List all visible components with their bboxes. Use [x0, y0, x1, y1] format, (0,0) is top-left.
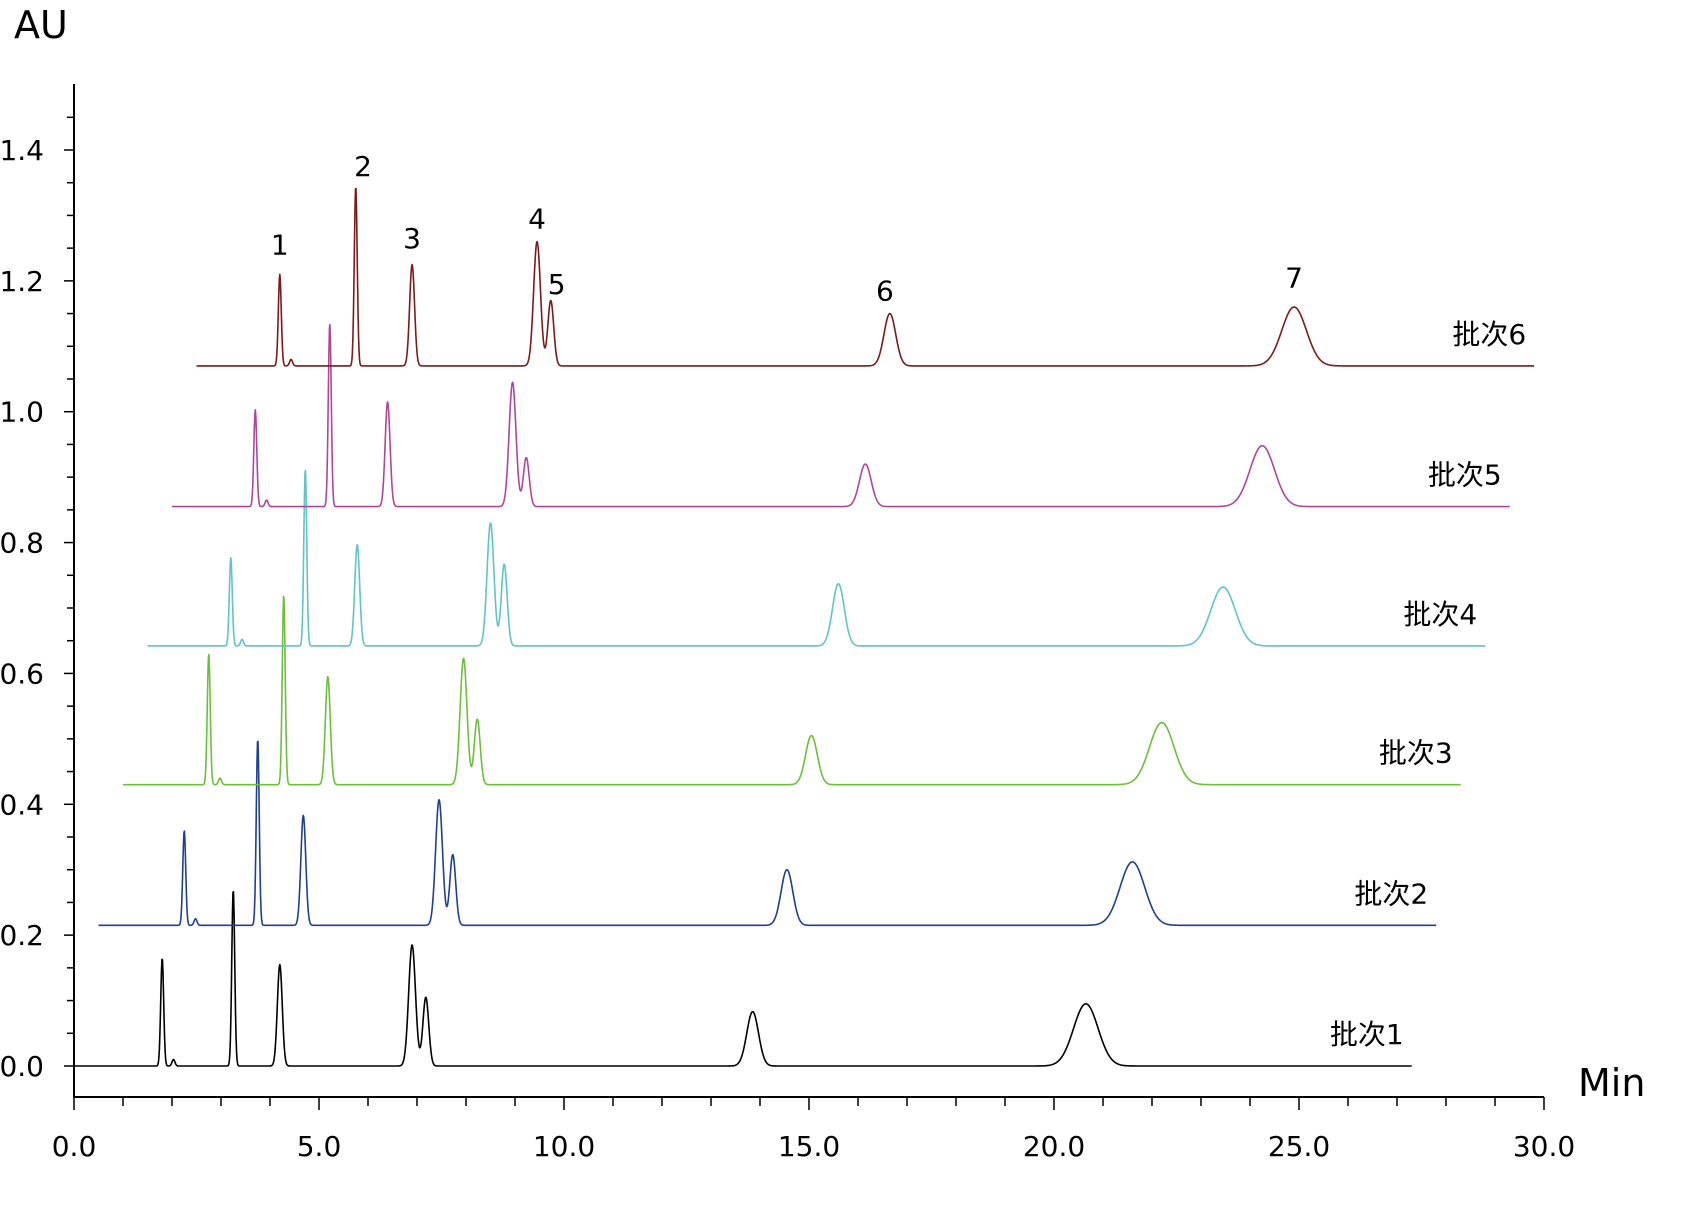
- series-label-5: 批次5: [1428, 459, 1502, 492]
- y-tick-label: 0.0: [0, 1050, 44, 1083]
- series-label-2: 批次2: [1354, 877, 1428, 910]
- peak-label-3: 3: [403, 222, 421, 255]
- series-trace-3: [122, 595, 1461, 786]
- series-trace-6: [196, 187, 1535, 367]
- x-axis-title: Min: [1578, 1061, 1645, 1105]
- peak-labels: 1 2 3 45 6 7: [271, 150, 1303, 307]
- x-tick-label: 30.0: [1513, 1130, 1575, 1163]
- x-tick-label: 25.0: [1268, 1130, 1330, 1163]
- series-trace-5: [171, 323, 1510, 508]
- series-labels: 批次1 批次2 批次3 批次4 批次5 批次6: [1330, 318, 1526, 1051]
- y-ticks: 0.0 0.2 0.4 0.6 0.8 1.0 1.2 1.4: [0, 116, 74, 1083]
- peak-label-7: 7: [1285, 261, 1303, 294]
- traces: [73, 187, 1535, 1067]
- axes: 0.0 0.2 0.4 0.6 0.8 1.0 1.2 1.4 0.0 5.0 10.0 15.0 2…: [0, 3, 1645, 1163]
- x-ticks: 0.0 5.0 10.0 15.0 20.0 25.0 30.0: [52, 1097, 1575, 1163]
- y-axis-title: AU: [14, 3, 68, 47]
- series-label-6: 批次6: [1452, 318, 1526, 351]
- y-tick-label: 0.4: [0, 788, 44, 821]
- y-tick-label: 0.2: [0, 919, 44, 952]
- y-tick-label: 0.8: [0, 527, 44, 560]
- peak-label-1: 1: [271, 229, 289, 262]
- series-trace-2: [98, 740, 1437, 927]
- series-label-4: 批次4: [1403, 598, 1477, 631]
- x-tick-label: 15.0: [778, 1130, 840, 1163]
- peak-label-6: 6: [876, 274, 894, 307]
- series-trace-4: [147, 469, 1486, 647]
- series-label-1: 批次1: [1330, 1018, 1404, 1051]
- x-tick-label: 5.0: [297, 1130, 342, 1163]
- series-label-3: 批次3: [1379, 737, 1453, 770]
- y-tick-label: 1.2: [0, 265, 44, 298]
- x-tick-label: 20.0: [1023, 1130, 1085, 1163]
- x-tick-label: 0.0: [52, 1130, 97, 1163]
- y-tick-label: 1.4: [0, 134, 44, 167]
- y-tick-label: 0.6: [0, 657, 44, 690]
- peak-label-4: 4: [528, 203, 546, 236]
- x-tick-label: 10.0: [533, 1130, 595, 1163]
- series-trace-1: [73, 890, 1412, 1067]
- peak-label-5: 5: [548, 268, 566, 301]
- peak-label-2: 2: [354, 150, 372, 183]
- y-tick-label: 1.0: [0, 396, 44, 429]
